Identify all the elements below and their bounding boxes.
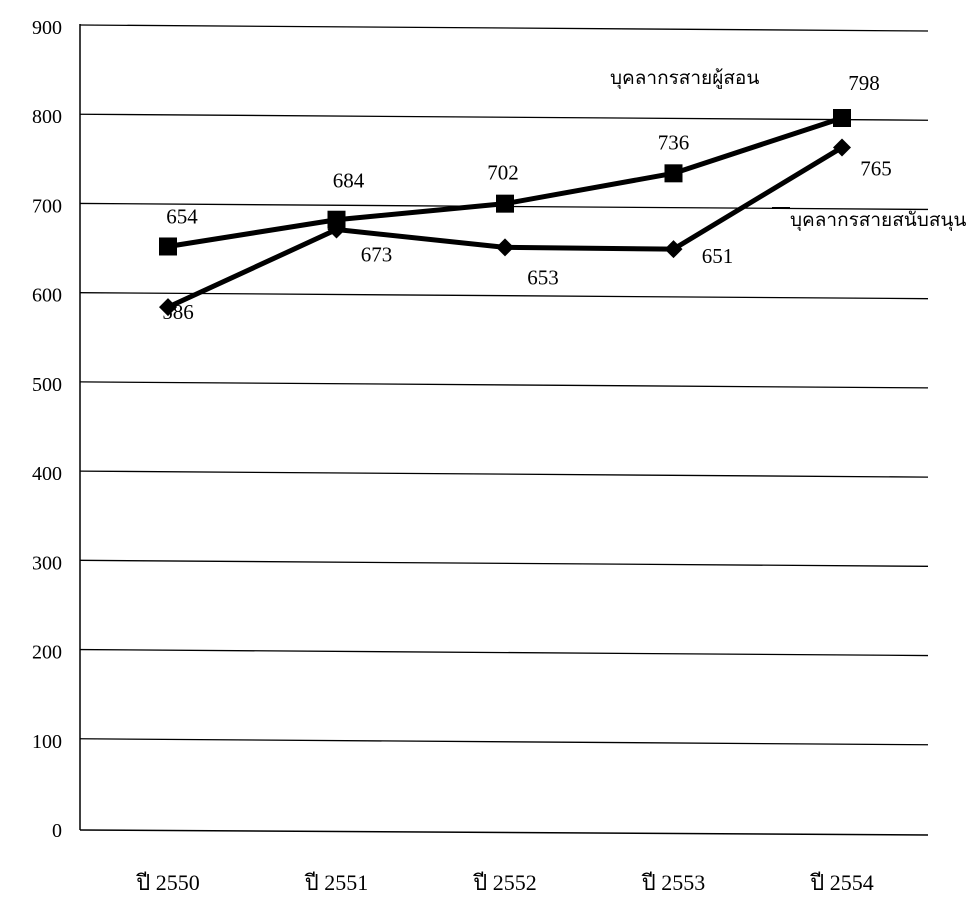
series-label-teaching: บุคลากรสายผู้สอน: [610, 68, 759, 90]
data-label-0-2: 702: [487, 161, 519, 185]
gridline-100: [79, 738, 929, 746]
x-tick-label-1: ปี 2551: [304, 870, 369, 895]
data-label-1-2: 653: [527, 265, 559, 289]
gridline-300: [79, 559, 929, 567]
marker-square-0-2: [496, 194, 514, 213]
gridline-800: [79, 113, 929, 121]
gridline-500: [79, 381, 929, 389]
marker-square-0-0: [159, 237, 177, 256]
series-label-support: บุคลากรสายสนับสนุน: [790, 210, 966, 232]
grid-lines: [79, 24, 929, 746]
y-tick-label-200: 200: [32, 642, 62, 664]
x-axis-line: [79, 829, 929, 836]
y-tick-label-600: 600: [32, 285, 62, 307]
y-tick-label-800: 800: [32, 106, 62, 128]
marker-diamond-1-3: [664, 240, 683, 259]
axes: [79, 24, 929, 836]
marker-diamond-1-4: [833, 138, 851, 157]
x-tick-labels: ปี 2550 ปี 2551 ปี 2552 ปี 2553 ปี 2554: [135, 870, 874, 895]
gridline-400: [79, 470, 929, 478]
marker-square-0-4: [833, 109, 851, 128]
y-tick-label-0: 0: [52, 820, 62, 842]
x-tick-label-3: ปี 2553: [641, 870, 706, 895]
marker-diamond-1-0: [159, 298, 177, 317]
y-tick-label-700: 700: [32, 195, 62, 217]
y-tick-label-900: 900: [32, 17, 62, 39]
x-tick-label-4: ปี 2554: [809, 870, 874, 895]
data-label-0-4: 798: [848, 71, 880, 95]
marker-square-0-1: [327, 210, 346, 229]
x-tick-label-2: ปี 2552: [472, 870, 537, 895]
data-label-1-4: 765: [860, 156, 892, 180]
data-label-1-3: 651: [702, 244, 734, 268]
y-tick-label-500: 500: [32, 374, 62, 396]
y-tick-label-300: 300: [32, 552, 62, 574]
data-labels: 654 684 702 736 798 586 673 653 651 765: [162, 71, 892, 324]
data-label-0-1: 684: [333, 169, 365, 193]
data-label-1-1: 673: [361, 243, 393, 267]
marker-diamond-1-2: [496, 238, 514, 257]
data-label-0-0: 654: [166, 204, 198, 228]
marker-square-0-3: [664, 164, 683, 183]
data-label-0-3: 736: [658, 130, 690, 154]
gridline-600: [79, 292, 929, 300]
data-label-1-0: 586: [162, 300, 194, 324]
y-tick-labels: 0 100 200 300 400 500 600 700 800 900: [32, 17, 62, 842]
series-layer: [159, 109, 851, 317]
x-tick-label-0: ปี 2550: [135, 870, 200, 895]
gridline-900: [79, 24, 929, 32]
y-tick-label-100: 100: [32, 731, 62, 753]
y-tick-label-400: 400: [32, 463, 62, 485]
gridline-200: [79, 648, 929, 657]
marker-diamond-1-1: [327, 220, 346, 239]
